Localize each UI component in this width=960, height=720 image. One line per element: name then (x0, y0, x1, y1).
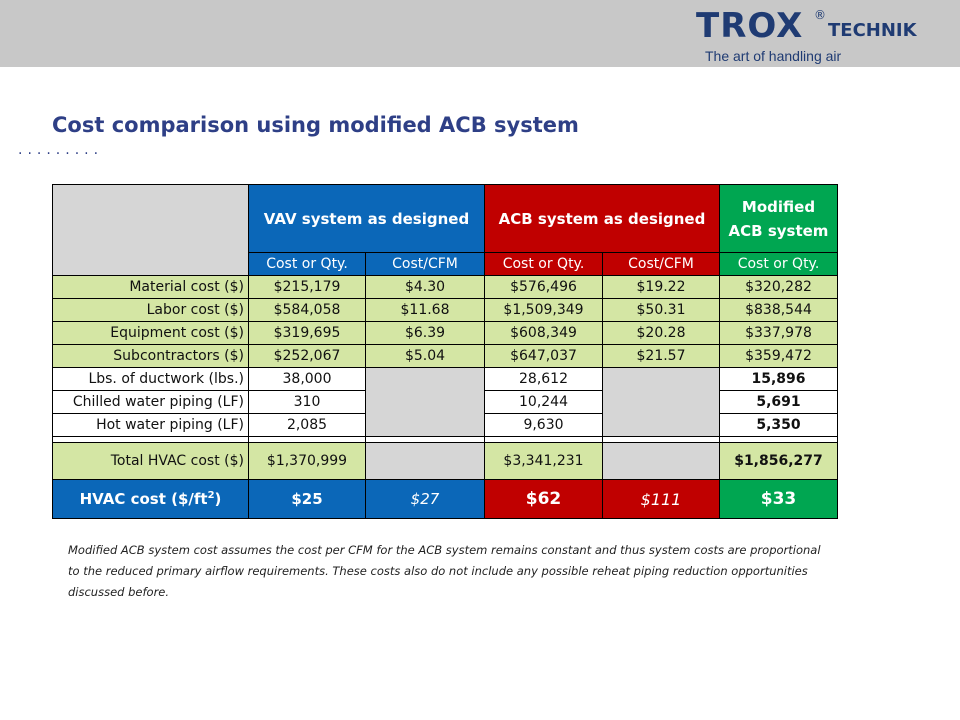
group-header-row: VAV system as designed ACB system as des… (52, 184, 838, 276)
logo-tagline: The art of handling air (705, 48, 842, 64)
cell-mod-cost: $337,978 (719, 321, 838, 345)
row-label: Lbs. of ductwork (lbs.) (52, 367, 249, 391)
acb-group-header: ACB system as designed (484, 184, 720, 253)
cell-vav-cost: $252,067 (248, 344, 366, 368)
hvac-label: HVAC cost ($/ft2) (52, 479, 249, 519)
cell-vav-cfm: $5.04 (365, 344, 485, 368)
hvac-acb-cfm: $111 (602, 479, 720, 519)
total-label: Total HVAC cost ($) (52, 442, 249, 480)
subheader-vav-cost: Cost or Qty. (248, 252, 366, 276)
footnote: Modified ACB system cost assumes the cos… (68, 543, 821, 599)
cell-mod-cost: $838,544 (719, 298, 838, 322)
total-mod-cost: $1,856,277 (719, 442, 838, 480)
row-label: Subcontractors ($) (52, 344, 249, 368)
trox-logo: TROX ® TECHNIK The art of handling air (696, 6, 946, 66)
table-row: Lbs. of ductwork (lbs.) 38,000 28,612 15… (52, 367, 838, 437)
vav-group-header: VAV system as designed (248, 184, 485, 253)
table-spacer-row (52, 436, 838, 443)
cell-acb-cost: $608,349 (484, 321, 603, 345)
cell-acb-qty: 9,630 (484, 413, 603, 437)
table-row: Labor cost ($) $584,058 $11.68 $1,509,34… (52, 298, 838, 322)
cell-mod-cost: $320,282 (719, 275, 838, 299)
cell-mod-qty: 5,691 (719, 390, 838, 414)
row-label: Hot water piping (LF) (52, 413, 249, 437)
hvac-label-text: HVAC cost ($/ft (79, 490, 208, 508)
subheader-row: Cost or Qty. Cost/CFM Cost or Qty. Cost/… (53, 252, 838, 276)
cell-vav-cost: $215,179 (248, 275, 366, 299)
row-label: Equipment cost ($) (52, 321, 249, 345)
total-vav-cost: $1,370,999 (248, 442, 366, 480)
subheader-mod-cost: Cost or Qty. (719, 252, 838, 276)
cell-acb-cfm: $19.22 (602, 275, 720, 299)
cell-acb-cost: $647,037 (484, 344, 603, 368)
decorative-dots: ......... (18, 142, 104, 158)
top-banner: TROX ® TECHNIK The art of handling air (0, 0, 960, 67)
total-acb-cost: $3,341,231 (484, 442, 603, 480)
cell-acb-qty: 28,612 (484, 367, 603, 391)
cell-mod-qty: 15,896 (719, 367, 838, 391)
cell-mod-cost: $359,472 (719, 344, 838, 368)
cell-acb-cost: $1,509,349 (484, 298, 603, 322)
cost-comparison-table: VAV system as designed ACB system as des… (52, 184, 838, 519)
total-acb-cfm-empty (602, 442, 720, 480)
cell-acb-cfm: $21.57 (602, 344, 720, 368)
subheader-vav-cfm: Cost/CFM (365, 252, 485, 276)
cell-vav-cost: $584,058 (248, 298, 366, 322)
cell-vav-cost: $319,695 (248, 321, 366, 345)
hvac-per-sqft-row: HVAC cost ($/ft2) $25 $27 $62 $111 $33 (52, 479, 838, 519)
hvac-vav-cost: $25 (248, 479, 366, 519)
modified-acb-group-header: Modified ACB system (719, 184, 838, 253)
cell-mod-qty: 5,350 (719, 413, 838, 437)
cell-acb-cost: $576,496 (484, 275, 603, 299)
cell-acb-cfm: $50.31 (602, 298, 720, 322)
total-vav-cfm-empty (365, 442, 485, 480)
hvac-vav-cfm: $27 (365, 479, 485, 519)
modified-header-line2: ACB system (728, 221, 829, 240)
total-row: Total HVAC cost ($) $1,370,999 $3,341,23… (52, 442, 838, 480)
cell-vav-cfm: $4.30 (365, 275, 485, 299)
hvac-label-end: ) (214, 490, 222, 508)
subheader-acb-cfm: Cost/CFM (602, 252, 720, 276)
modified-header-line1: Modified (741, 197, 816, 216)
row-label: Labor cost ($) (52, 298, 249, 322)
cell-vav-qty: 2,085 (248, 413, 366, 437)
logo-registered-mark: ® (814, 8, 826, 22)
cell-acb-cfm: $20.28 (602, 321, 720, 345)
subheader-acb-cost: Cost or Qty. (484, 252, 603, 276)
empty-vav-cfm-block (365, 367, 485, 437)
row-label: Material cost ($) (52, 275, 249, 299)
slide-title: Cost comparison using modified ACB syste… (52, 113, 579, 137)
row-label: Chilled water piping (LF) (52, 390, 249, 414)
table-row: Hot water piping (LF) 2,085 9,630 5,350 (52, 413, 838, 437)
table-row: Subcontractors ($) $252,067 $5.04 $647,0… (52, 344, 838, 368)
cell-vav-qty: 310 (248, 390, 366, 414)
corner-cell (52, 184, 249, 276)
cell-vav-cfm: $11.68 (365, 298, 485, 322)
hvac-label-sup: 2 (207, 490, 215, 501)
hvac-mod-cost: $33 (719, 479, 838, 519)
logo-technik: TECHNIK (828, 20, 917, 41)
table-row: Material cost ($) $215,179 $4.30 $576,49… (52, 275, 838, 299)
table-row: Equipment cost ($) $319,695 $6.39 $608,3… (52, 321, 838, 345)
empty-acb-cfm-block (602, 367, 720, 437)
logo-brand: TROX (696, 6, 804, 46)
cell-vav-qty: 38,000 (248, 367, 366, 391)
cell-vav-cfm: $6.39 (365, 321, 485, 345)
hvac-acb-cost: $62 (484, 479, 603, 519)
cell-acb-qty: 10,244 (484, 390, 603, 414)
